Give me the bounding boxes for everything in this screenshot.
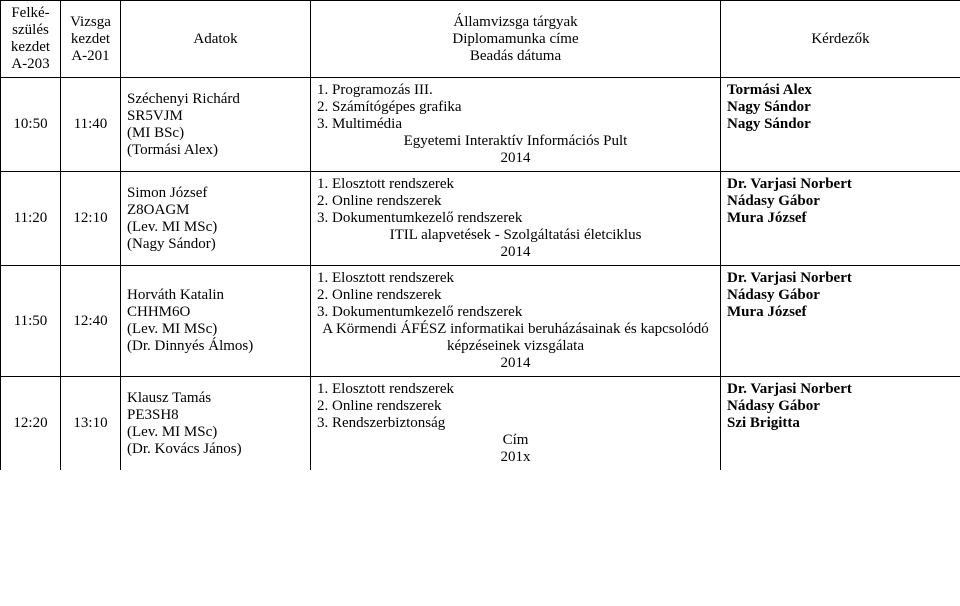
subject-line: 2. Online rendszerek <box>317 287 714 304</box>
examiner-name: Dr. Varjasi Norbert <box>727 270 954 287</box>
prep-time: 11:20 <box>1 172 61 266</box>
prep-time: 10:50 <box>1 78 61 172</box>
table-row: 10:5011:40Széchenyi RichárdSR5VJM(MI BSc… <box>1 78 960 172</box>
header-examiners: Kérdezők <box>721 1 960 78</box>
table-row: 11:5012:40Horváth KatalinCHHM6O(Lev. MI … <box>1 266 960 377</box>
examiners-cell: Dr. Varjasi NorbertNádasy GáborMura Józs… <box>721 172 960 266</box>
examiner-name: Nagy Sándor <box>727 116 954 133</box>
schedule-table: Felké-szüléskezdetA-203VizsgakezdetA-201… <box>0 0 960 470</box>
subject-line: 3. Dokumentumkezelő rendszerek <box>317 304 714 321</box>
student-data: Simon JózsefZ8OAGM(Lev. MI MSc)(Nagy Sán… <box>121 172 311 266</box>
examiners-cell: Dr. Varjasi NorbertNádasy GáborMura Józs… <box>721 266 960 377</box>
exam-time: 13:10 <box>61 377 121 471</box>
header-exam: VizsgakezdetA-201 <box>61 1 121 78</box>
table-row: 12:2013:10Klausz TamásPE3SH8(Lev. MI MSc… <box>1 377 960 471</box>
thesis-title: Cím <box>317 432 714 449</box>
header-data: Adatok <box>121 1 311 78</box>
examiner-name: Tormási Alex <box>727 82 954 99</box>
submission-year: 2014 <box>317 244 714 261</box>
exam-time: 12:40 <box>61 266 121 377</box>
thesis-title: ITIL alapvetések - Szolgáltatási életcik… <box>317 227 714 244</box>
header-subjects: Államvizsga tárgyakDiplomamunka címeBead… <box>311 1 721 78</box>
subjects-cell: 1. Elosztott rendszerek2. Online rendsze… <box>311 172 721 266</box>
subject-line: 3. Rendszerbiztonság <box>317 415 714 432</box>
examiner-name: Nagy Sándor <box>727 99 954 116</box>
exam-time: 11:40 <box>61 78 121 172</box>
examiners-cell: Tormási AlexNagy SándorNagy Sándor <box>721 78 960 172</box>
prep-time: 11:50 <box>1 266 61 377</box>
examiner-name: Mura József <box>727 210 954 227</box>
examiner-name: Szi Brigitta <box>727 415 954 432</box>
prep-time: 12:20 <box>1 377 61 471</box>
examiner-name: Nádasy Gábor <box>727 398 954 415</box>
subjects-cell: 1. Elosztott rendszerek2. Online rendsze… <box>311 266 721 377</box>
subject-line: 2. Online rendszerek <box>317 193 714 210</box>
subject-line: 1. Elosztott rendszerek <box>317 270 714 287</box>
submission-year: 201x <box>317 449 714 466</box>
student-data: Klausz TamásPE3SH8(Lev. MI MSc)(Dr. Ková… <box>121 377 311 471</box>
student-data: Horváth KatalinCHHM6O(Lev. MI MSc)(Dr. D… <box>121 266 311 377</box>
examiner-name: Dr. Varjasi Norbert <box>727 381 954 398</box>
subjects-cell: 1. Programozás III.2. Számítógépes grafi… <box>311 78 721 172</box>
thesis-title: A Körmendi ÁFÉSZ informatikai beruházása… <box>317 321 714 355</box>
subject-line: 3. Dokumentumkezelő rendszerek <box>317 210 714 227</box>
examiner-name: Nádasy Gábor <box>727 287 954 304</box>
subject-line: 1. Elosztott rendszerek <box>317 381 714 398</box>
examiner-name: Mura József <box>727 304 954 321</box>
subject-line: 1. Elosztott rendszerek <box>317 176 714 193</box>
subject-line: 2. Számítógépes grafika <box>317 99 714 116</box>
examiner-name: Nádasy Gábor <box>727 193 954 210</box>
examiners-cell: Dr. Varjasi NorbertNádasy GáborSzi Brigi… <box>721 377 960 471</box>
examiner-name: Dr. Varjasi Norbert <box>727 176 954 193</box>
student-data: Széchenyi RichárdSR5VJM(MI BSc)(Tormási … <box>121 78 311 172</box>
subject-line: 2. Online rendszerek <box>317 398 714 415</box>
header-prep: Felké-szüléskezdetA-203 <box>1 1 61 78</box>
thesis-title: Egyetemi Interaktív Információs Pult <box>317 133 714 150</box>
submission-year: 2014 <box>317 355 714 372</box>
submission-year: 2014 <box>317 150 714 167</box>
table-row: 11:2012:10Simon JózsefZ8OAGM(Lev. MI MSc… <box>1 172 960 266</box>
exam-time: 12:10 <box>61 172 121 266</box>
subject-line: 3. Multimédia <box>317 116 714 133</box>
page: Felké-szüléskezdetA-203VizsgakezdetA-201… <box>0 0 960 606</box>
subjects-cell: 1. Elosztott rendszerek2. Online rendsze… <box>311 377 721 471</box>
subject-line: 1. Programozás III. <box>317 82 714 99</box>
